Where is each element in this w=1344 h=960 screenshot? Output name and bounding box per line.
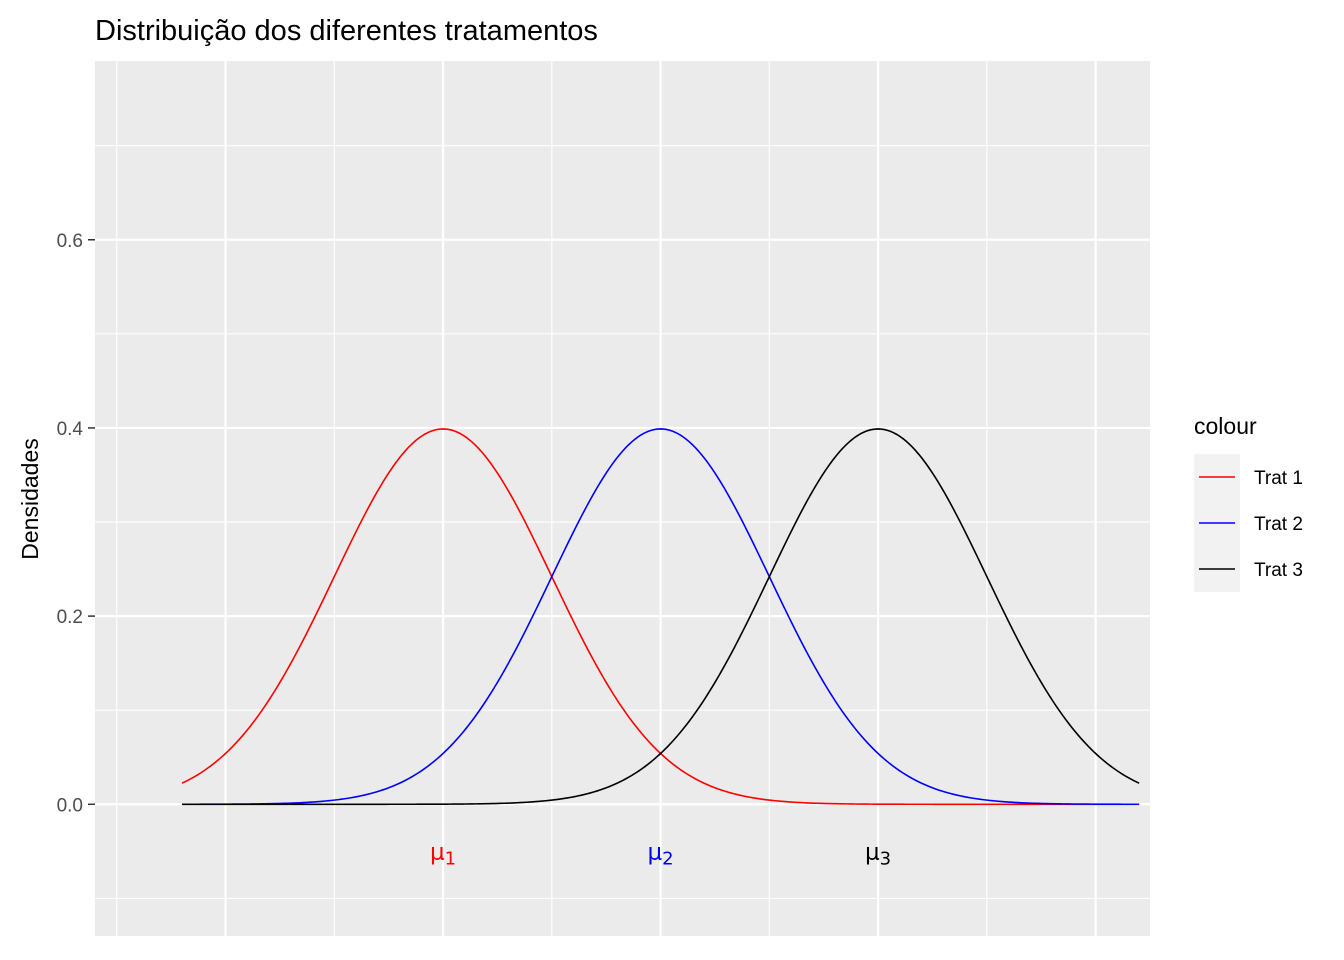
mean-label: μ2	[648, 839, 674, 869]
legend: colour Trat 1 Trat 2 Trat 3	[1194, 413, 1303, 592]
grid-lines	[95, 61, 1150, 936]
mean-label: μ3	[865, 839, 891, 869]
mean-label: μ1	[430, 839, 456, 869]
chart-title: Distribuição dos diferentes tratamentos	[95, 15, 598, 47]
y-axis-ticks: 0.0 0.2 0.4 0.6	[57, 231, 95, 816]
mean-annotations: μ1 μ2 μ3	[430, 839, 891, 869]
legend-label: Trat 3	[1254, 560, 1303, 581]
density-curves	[181, 428, 1140, 806]
series-line-trat-2	[182, 428, 1140, 806]
legend-label: Trat 1	[1254, 468, 1303, 489]
y-axis-title: Densidades	[17, 438, 43, 559]
y-tick-label: 0.2	[57, 607, 83, 628]
legend-label: Trat 2	[1254, 514, 1303, 535]
y-tick-label: 0.6	[57, 231, 83, 252]
plot-panel	[95, 61, 1150, 936]
y-tick-label: 0.4	[57, 419, 84, 440]
legend-title: colour	[1194, 413, 1257, 439]
y-tick-label: 0.0	[57, 795, 83, 816]
series-line-trat-3	[182, 428, 1140, 806]
legend-items: Trat 1 Trat 2 Trat 3	[1194, 454, 1303, 592]
